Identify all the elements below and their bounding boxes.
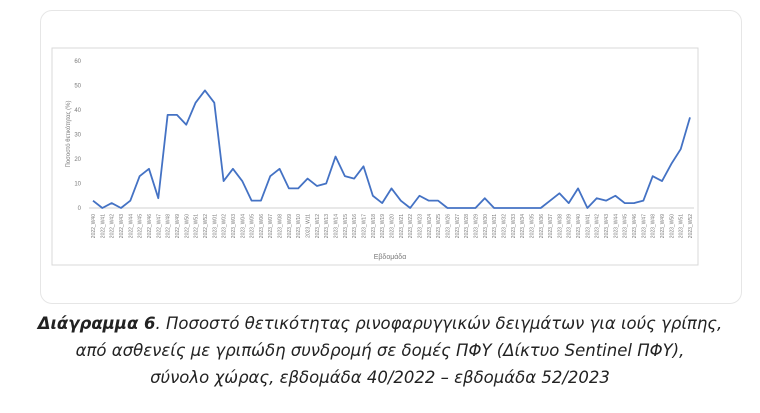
x-tick-label: 2023_W38 [557,214,563,238]
card [40,10,742,304]
x-tick-label: 2022_W42 [110,214,116,238]
x-tick-label: 2023_W39 [567,214,573,238]
x-tick-label: 2023_W16 [352,214,358,238]
x-tick-label: 2023_W49 [660,214,666,238]
x-tick-label: 2022_W49 [175,214,181,238]
x-tick-label: 2023_W37 [548,214,554,238]
x-tick-label: 2023_W45 [623,214,629,238]
x-tick-label: 2023_W28 [464,214,470,238]
caption-line: . Ποσοστό θετικότητας ρινοφαρυγγικών δει… [155,314,723,333]
x-tick-label: 2023_W14 [334,214,340,238]
x-tick-label: 2023_W03 [231,214,237,238]
x-tick-label: 2023_W18 [371,214,377,238]
x-tick-label: 2023_W43 [604,214,610,238]
x-tick-label: 2023_W20 [390,214,396,238]
x-tick-label: 2023_W10 [296,214,302,238]
x-tick-label: 2022_W40 [91,214,97,238]
x-tick-label: 2023_W30 [483,214,489,238]
x-tick-label: 2023_W36 [539,214,545,238]
y-tick-label: 50 [74,84,81,90]
x-tick-label: 2023_W25 [436,214,442,238]
x-tick-label: 2022_W47 [156,214,162,238]
x-axis-title: Εβδομάδα [374,253,407,261]
x-tick-label: 2023_W41 [585,214,591,238]
x-tick-label: 2023_W13 [324,214,330,238]
x-tick-label: 2023_W32 [501,214,507,238]
x-tick-label: 2023_W27 [455,214,461,238]
x-tick-label: 2023_W35 [529,214,535,238]
x-tick-label: 2023_W07 [268,214,274,238]
x-tick-label: 2022_W45 [138,214,144,238]
x-tick-label: 2023_W42 [595,214,601,238]
x-tick-label: 2023_W09 [287,214,293,238]
y-tick-label: 0 [78,206,82,212]
x-tick-label: 2023_W34 [520,214,526,238]
x-tick-label: 2023_W52 [688,214,694,238]
y-tick-label: 60 [74,59,81,65]
x-tick-label: 2023_W12 [315,214,321,238]
x-tick-label: 2023_W51 [679,214,685,238]
x-tick-label: 2023_W04 [240,214,246,238]
x-tick-label: 2023_W24 [427,214,433,238]
y-axis-title: Ποσοστό θετικότητας (%) [65,100,72,167]
x-tick-label: 2023_W02 [222,214,228,238]
x-tick-label: 2023_W44 [613,214,619,238]
x-tick-label: 2023_W46 [632,214,638,238]
x-tick-label: 2023_W17 [362,214,368,238]
caption-line: σύνολο χώρας, εβδομάδα 40/2022 – εβδομάδ… [150,368,610,387]
x-tick-label: 2023_W11 [306,214,312,238]
x-tick-label: 2023_W48 [651,214,657,238]
x-tick-label: 2022_W50 [184,214,190,238]
x-tick-label: 2023_W29 [473,214,479,238]
x-tick-label: 2023_W50 [669,214,675,238]
x-tick-label: 2023_W26 [445,214,451,238]
y-tick-label: 40 [74,108,81,114]
caption-label: Διάγραμμα 6 [37,314,156,333]
x-tick-label: 2022_W41 [100,214,106,238]
x-tick-label: 2022_W51 [194,214,200,238]
x-tick-label: 2022_W44 [128,214,134,238]
x-tick-label: 2023_W23 [417,214,423,238]
x-tick-label: 2023_W08 [278,214,284,238]
y-tick-label: 30 [74,133,81,139]
x-tick-label: 2022_W48 [166,214,172,238]
x-tick-label: 2023_W47 [641,214,647,238]
data-line [92,89,691,209]
x-tick-label: 2023_W22 [408,214,414,238]
plot-frame [51,47,699,266]
caption-line: από ασθενείς με γριπώδη συνδρομή σε δομέ… [75,341,685,360]
x-tick-label: 2023_W33 [511,214,517,238]
x-tick-label: 2023_W01 [212,214,218,238]
x-tick-label: 2023_W19 [380,214,386,238]
x-tick-label: 2022_W52 [203,214,209,238]
caption: Διάγραμμα 6. Ποσοστό θετικότητας ρινοφαρ… [0,310,760,391]
x-tick-label: 2023_W15 [343,214,349,238]
x-tick-label: 2023_W05 [250,214,256,238]
x-tick-label: 2022_W46 [147,214,153,238]
x-tick-label: 2022_W43 [119,214,125,238]
y-tick-label: 20 [74,157,81,163]
x-tick-label: 2023_W40 [576,214,582,238]
x-tick-label: 2023_W31 [492,214,498,238]
x-tick-label: 2023_W21 [399,214,405,238]
x-tick-label: 2023_W06 [259,214,265,238]
y-tick-label: 10 [74,182,81,188]
